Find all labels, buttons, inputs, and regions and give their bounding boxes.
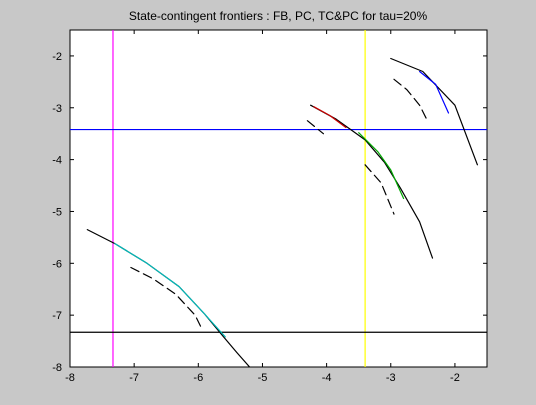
y-tick-label: -4 — [52, 155, 62, 167]
y-tick-label: -2 — [52, 51, 62, 63]
series-line-1 — [114, 243, 226, 338]
x-tick-label: -3 — [386, 372, 396, 384]
y-tick-label: -6 — [52, 258, 62, 270]
y-tick-label: -3 — [52, 103, 62, 115]
series-line-3 — [310, 104, 434, 259]
plot-area — [69, 29, 488, 368]
series-line-9 — [419, 70, 450, 114]
x-tick-label: -6 — [193, 372, 203, 384]
series-line-7 — [364, 164, 395, 215]
x-tick-label: -8 — [65, 372, 75, 384]
x-tick-label: -4 — [322, 372, 332, 384]
chart-title: State-contingent frontiers : FB, PC, TC&… — [129, 9, 428, 23]
series-line-4 — [313, 106, 347, 129]
series-line-5 — [358, 132, 405, 200]
axes: -8 -7 -6 -5 -4 -3 -2 -8 -7 -6 -5 -4 -3 -2 — [52, 30, 487, 384]
series-line-8 — [390, 57, 478, 166]
x-tick-label: -2 — [450, 372, 460, 384]
series-layer — [86, 57, 478, 367]
x-tick-label: -5 — [258, 372, 268, 384]
reference-lines — [70, 30, 487, 367]
y-tick-label: -5 — [52, 206, 62, 218]
y-tick-label: -7 — [52, 310, 62, 322]
series-line-6 — [306, 120, 324, 135]
y-tick-label: -8 — [52, 362, 62, 374]
x-tick-label: -7 — [129, 372, 139, 384]
series-line-10 — [393, 78, 427, 119]
series-line-2 — [130, 266, 203, 329]
